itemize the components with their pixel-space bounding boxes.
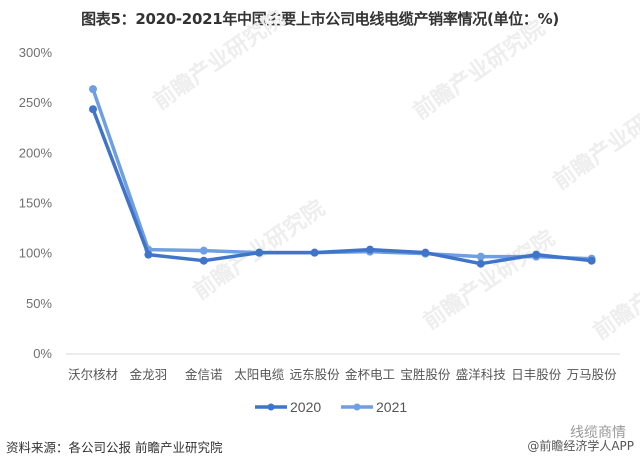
watermark-text: 前瞻产业研究院 [419,225,560,335]
x-tick-label: 金杯电工 [345,367,395,382]
legend: 2020 2021 [255,399,407,415]
data-point [255,248,264,257]
credit-label: @前瞻经济学人APP [527,439,634,453]
y-tick-label: 250% [19,95,53,110]
data-point [421,248,430,257]
data-point [476,259,485,268]
legend-marker-icon [267,403,275,411]
legend-item-2021: 2021 [341,399,407,415]
data-point [89,105,97,114]
data-point [587,256,596,265]
data-point [199,256,208,265]
x-tick-label: 金龙羽 [130,367,168,382]
legend-label: 2020 [290,399,321,415]
source-note: 资料来源：各公司公报 前瞻产业研究院 [6,440,223,455]
series-line [91,88,592,261]
y-tick-label: 150% [19,196,53,211]
x-tick-label: 太阳电缆 [234,367,285,382]
legend-item-2020: 2020 [255,399,321,415]
x-tick-label: 金信诺 [185,367,223,382]
y-tick-label: 0% [33,346,52,361]
watermark-text: 前瞻产业研究院 [549,85,640,195]
series-2020 [89,105,596,268]
series-line [91,108,592,266]
chart-title: 图表5：2020-2021年中国主要上市公司电线电缆产销率情况(单位：%) [81,10,559,28]
y-tick-label: 50% [26,296,52,311]
x-tick-label: 万马股份 [567,367,618,382]
legend-marker-icon [353,403,361,411]
x-tick-label: 日丰股份 [511,367,562,382]
y-axis: 0% 50% 100% 150% 200% 250% 300% [19,45,53,361]
watermark-text: 前瞻产业研究院 [149,5,290,115]
x-axis: 沃尔核材 金龙羽 金信诺 太阳电缆 远东股份 金杯电工 宝胜股份 盛洋科技 日丰股份 万马股份 [68,367,617,382]
y-tick-label: 200% [19,145,53,160]
data-point [144,250,153,259]
watermark-text: 前瞻产业研究院 [409,15,550,125]
x-tick-label: 盛洋科技 [456,367,507,382]
y-tick-label: 300% [19,45,53,60]
data-point [199,246,208,255]
data-point [310,248,319,257]
data-point [89,85,97,94]
data-point [366,245,374,254]
series-layer [89,85,596,268]
x-tick-label: 宝胜股份 [400,367,451,382]
x-tick-label: 沃尔核材 [68,367,118,382]
legend-label: 2021 [376,399,407,415]
credit-wechat-label: 线缆商情 [570,425,626,441]
watermark-text: 前瞻产业研究院 [589,235,640,345]
data-point [532,250,541,259]
data-point [476,252,485,261]
x-tick-label: 远东股份 [290,367,341,382]
y-tick-label: 100% [19,246,53,261]
